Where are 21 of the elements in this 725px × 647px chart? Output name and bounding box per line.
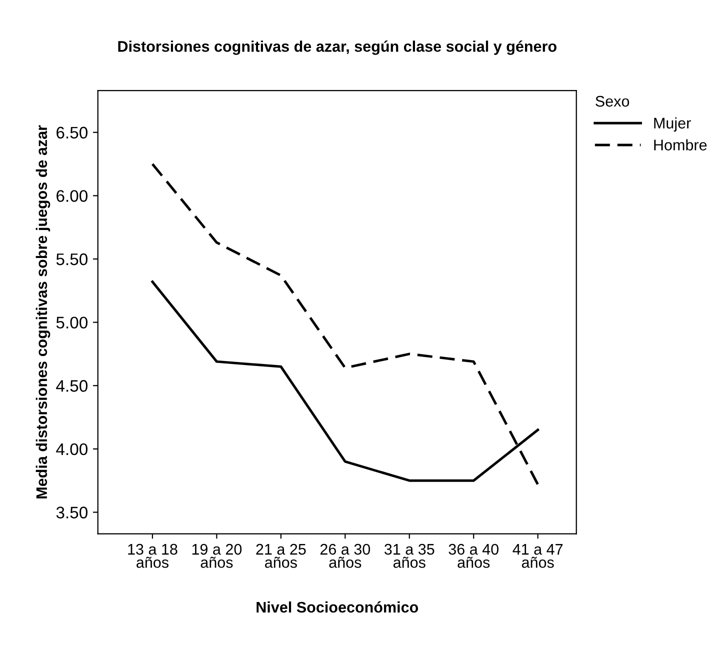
x-tick-label: 21 a 25 años — [256, 544, 306, 568]
chart-title: Distorsiones cognitivas de azar, según clase social y género — [118, 40, 556, 55]
x-tick-label: 41 a 47 años — [512, 544, 563, 568]
legend-label: Mujer — [654, 117, 691, 132]
legend-title: Sexo — [596, 96, 630, 107]
y-tick-label: 4.00 — [56, 443, 88, 456]
x-tick-label: 36 a 40 años — [448, 544, 498, 568]
x-tick-label: 13 a 18 años — [128, 544, 178, 568]
y-axis-title: Media distorsiones cognitivas sobre juegos de azar — [36, 125, 50, 498]
x-tick-label: 26 a 30 años — [320, 544, 370, 568]
line-series — [151, 162, 540, 486]
legend-label: Hombre — [654, 139, 707, 150]
y-tick-label: 3.50 — [56, 506, 88, 518]
y-tick-label: 6.00 — [56, 190, 88, 202]
y-tick-label: 5.00 — [56, 316, 88, 329]
x-tick-label: 31 a 35 años — [384, 544, 434, 568]
y-tick-label: 5.50 — [56, 253, 88, 266]
y-tick-label: 4.50 — [56, 380, 88, 392]
y-tick-label: 6.50 — [56, 126, 88, 139]
x-tick-label: 19 a 20 años — [192, 544, 242, 568]
x-axis-title: Nivel Socioeconómico — [256, 601, 418, 613]
